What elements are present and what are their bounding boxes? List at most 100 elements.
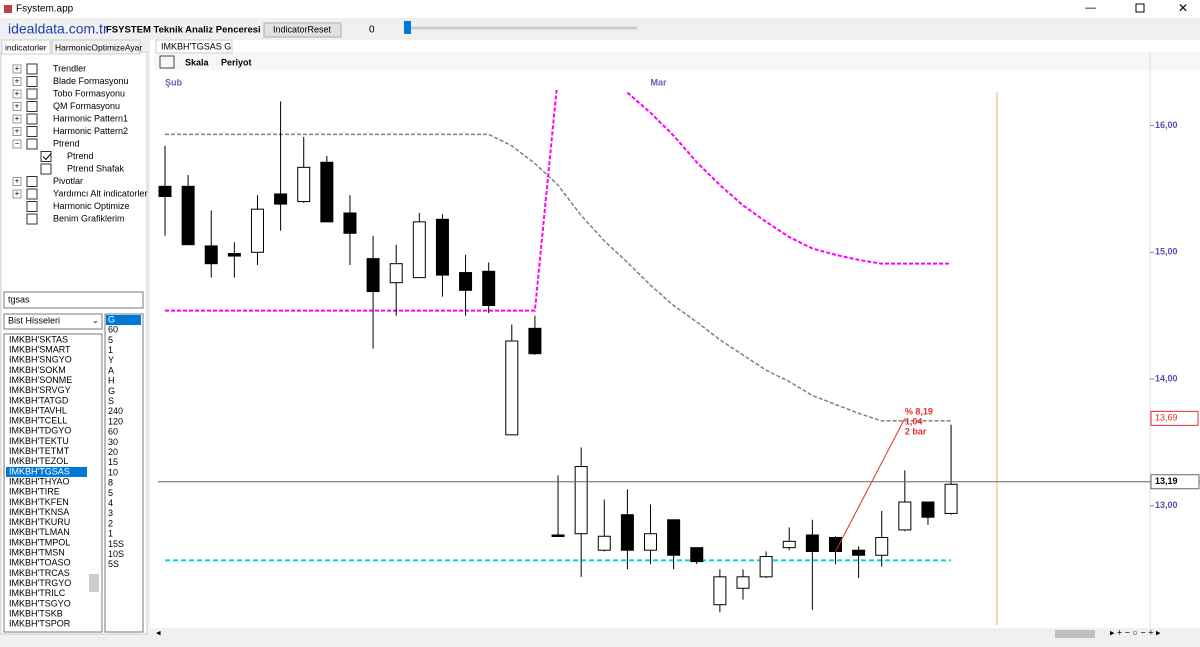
- tree-checkbox[interactable]: [26, 201, 38, 212]
- period-item[interactable]: 5S: [108, 559, 119, 569]
- tree-checkbox[interactable]: [26, 101, 38, 112]
- tree-checkbox[interactable]: [26, 113, 38, 125]
- tree-checkbox[interactable]: [26, 88, 38, 100]
- scroll-thumb[interactable]: [89, 574, 99, 592]
- tree-expander[interactable]: [12, 139, 22, 149]
- period-item[interactable]: 1: [108, 529, 113, 539]
- symbol-item[interactable]: IMKBH'TOASO: [9, 558, 71, 568]
- tree-expander-sign[interactable]: −: [15, 139, 20, 148]
- symbol-item[interactable]: IMKBH'SKTAS: [9, 334, 68, 344]
- tree-label[interactable]: Harmonic Pattern1: [53, 113, 128, 123]
- period-item[interactable]: 10: [108, 467, 118, 477]
- tree-expander[interactable]: [12, 127, 22, 136]
- symbol-item[interactable]: IMKBH'SRVGY: [9, 385, 71, 395]
- period-item[interactable]: 10S: [108, 549, 124, 559]
- zoom-controls[interactable]: ▸ + − ○ − + ▸: [1110, 627, 1161, 637]
- market-combo[interactable]: [3, 313, 103, 330]
- minimize[interactable]: —: [1085, 2, 1096, 14]
- tree-expander-sign[interactable]: +: [15, 189, 20, 198]
- tree-label[interactable]: Harmonic Pattern2: [53, 126, 128, 136]
- symbol-item[interactable]: IMKBH'TRGYO: [9, 578, 71, 588]
- tree-expander-sign[interactable]: +: [15, 127, 20, 136]
- tree-label[interactable]: Ptrend Shafak: [67, 163, 125, 173]
- tree-expander[interactable]: [12, 89, 22, 99]
- period-item[interactable]: 3: [108, 508, 113, 518]
- tree-expander[interactable]: [12, 177, 22, 186]
- period-item[interactable]: 2: [108, 518, 113, 528]
- tree-label[interactable]: Yardımcı Alt indicatorler: [53, 188, 147, 198]
- tree-expander-sign[interactable]: +: [15, 64, 20, 73]
- combo-arrow[interactable]: ⌄: [92, 316, 99, 325]
- tree-label[interactable]: QM Formasyonu: [53, 101, 120, 111]
- tree-checkbox[interactable]: [26, 176, 38, 187]
- tree-label[interactable]: Tobo Formasyonu: [53, 88, 125, 98]
- tree-check[interactable]: [42, 153, 52, 161]
- close[interactable]: ✕: [1178, 1, 1188, 15]
- panel-tab[interactable]: [1, 39, 51, 55]
- period-item[interactable]: 5: [108, 335, 113, 345]
- symbol-item[interactable]: IMKBH'TDGYO: [9, 426, 71, 436]
- tree-expander-sign[interactable]: +: [15, 102, 20, 111]
- symbol-item[interactable]: IMKBH'TMPOL: [9, 537, 70, 547]
- save-icon[interactable]: [159, 55, 175, 69]
- period-item[interactable]: 20: [108, 447, 118, 457]
- symbol-item[interactable]: IMKBH'TEZOL: [9, 456, 68, 466]
- tree-expander-sign[interactable]: +: [15, 114, 20, 123]
- symbol-item[interactable]: IMKBH'TKNSA: [9, 507, 69, 517]
- symbol-item[interactable]: IMKBH'TIRE: [9, 487, 60, 497]
- tree-label[interactable]: Trendler: [53, 63, 86, 73]
- chart-menu[interactable]: Skala: [185, 57, 210, 67]
- symbol-item[interactable]: IMKBH'SONME: [9, 375, 72, 385]
- symbol-item[interactable]: IMKBH'SOKM: [9, 365, 66, 375]
- tree-checkbox[interactable]: [26, 76, 38, 87]
- tree-checkbox[interactable]: [40, 151, 52, 162]
- tree-checkbox[interactable]: [26, 213, 38, 225]
- symbol-item[interactable]: IMKBH'TETMT: [9, 446, 70, 456]
- period-item[interactable]: 15: [108, 457, 118, 467]
- symbol-item[interactable]: IMKBH'TRILC: [9, 588, 66, 598]
- tree-checkbox[interactable]: [26, 188, 38, 200]
- symbol-item[interactable]: IMKBH'THYAO: [9, 476, 70, 486]
- period-item[interactable]: 30: [108, 437, 118, 447]
- market-text[interactable]: Bist Hisseleri: [8, 315, 60, 325]
- site-link[interactable]: idealdata.com.tr: [8, 21, 108, 37]
- search-box[interactable]: [3, 291, 144, 309]
- period-item[interactable]: S: [108, 396, 114, 406]
- period-item[interactable]: G: [108, 314, 115, 324]
- panel-tab-label[interactable]: indicatorler: [5, 42, 47, 52]
- period-item[interactable]: 15S: [108, 539, 124, 549]
- tree-expander-sign[interactable]: +: [15, 177, 20, 186]
- slider-thumb[interactable]: [404, 21, 411, 34]
- search-text[interactable]: tgsas: [8, 294, 30, 304]
- tree-checkbox[interactable]: [40, 163, 52, 175]
- period-item[interactable]: A: [108, 365, 114, 375]
- tree-expander[interactable]: [12, 77, 22, 86]
- tree-expander-sign[interactable]: +: [15, 77, 20, 86]
- tree-expander[interactable]: [12, 102, 22, 111]
- symbol-item[interactable]: IMKBH'SNGYO: [9, 355, 72, 365]
- symbol-item[interactable]: IMKBH'TLMAN: [9, 527, 70, 537]
- symbol-item[interactable]: IMKBH'TCELL: [9, 416, 67, 426]
- chart-tab-label[interactable]: IMKBH'TGSAS G: [161, 41, 231, 51]
- reset-button[interactable]: [263, 22, 342, 38]
- tree-expander[interactable]: [12, 64, 22, 74]
- period-item[interactable]: 8: [108, 478, 113, 488]
- period-item[interactable]: 5: [108, 488, 113, 498]
- tree-expander[interactable]: [12, 189, 22, 199]
- chart-menu[interactable]: Periyot: [221, 57, 252, 67]
- maximize[interactable]: [1135, 3, 1145, 13]
- symbol-item[interactable]: IMKBH'TSGYO: [9, 598, 71, 608]
- tree-label[interactable]: Harmonic Optimize: [53, 201, 130, 211]
- period-item[interactable]: 60: [108, 427, 118, 437]
- tree-label[interactable]: Ptrend: [67, 151, 94, 161]
- period-item[interactable]: G: [108, 386, 115, 396]
- symbol-item[interactable]: IMKBH'TAVHL: [9, 405, 67, 415]
- period-item[interactable]: 60: [108, 325, 118, 335]
- symbol-item[interactable]: IMKBH'TRCAS: [9, 568, 70, 578]
- period-item[interactable]: Y: [108, 355, 114, 365]
- tree-checkbox[interactable]: [26, 63, 38, 75]
- period-item[interactable]: 4: [108, 498, 113, 508]
- symbol-item[interactable]: IMKBH'TATGD: [9, 395, 69, 405]
- chart-tab[interactable]: [155, 39, 233, 54]
- tree-checkbox[interactable]: [26, 126, 38, 137]
